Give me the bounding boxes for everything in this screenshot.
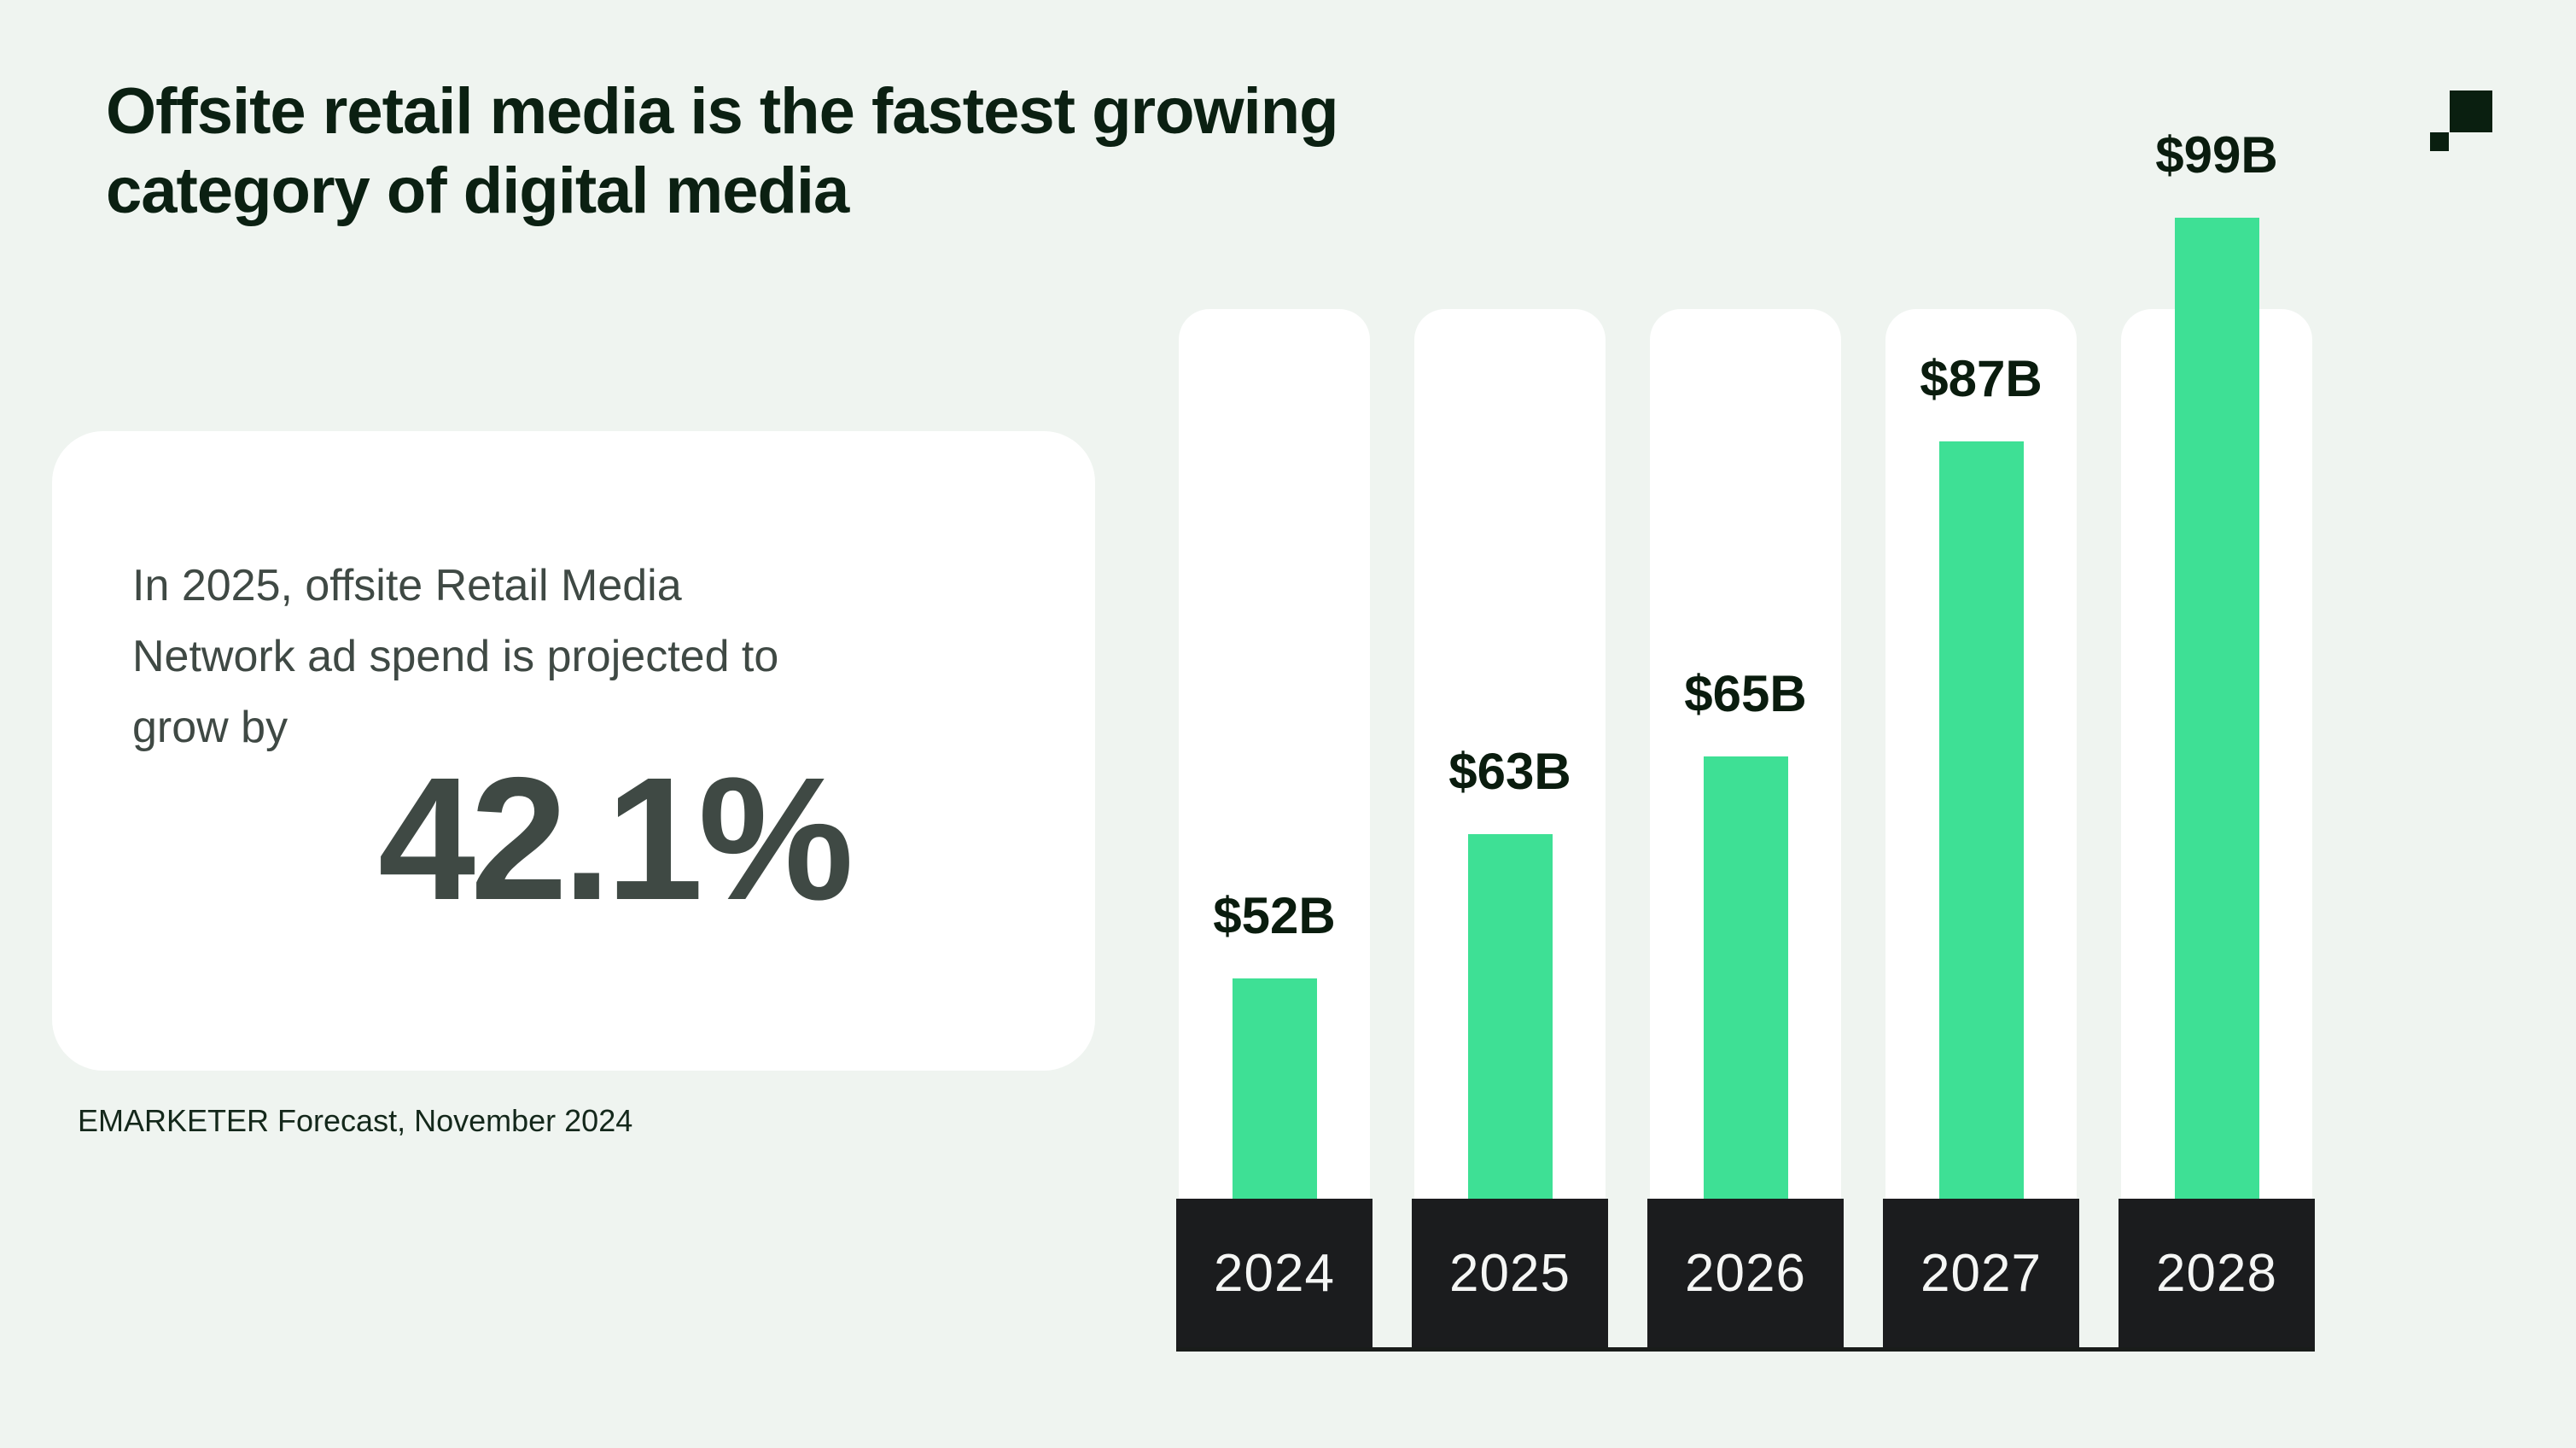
logo-small-square bbox=[2430, 132, 2449, 151]
logo-large-square bbox=[2450, 90, 2492, 132]
source-note: EMARKETER Forecast, November 2024 bbox=[78, 1103, 633, 1138]
chart-year-label: 2025 bbox=[1449, 1243, 1571, 1303]
chart-year-box: 2026 bbox=[1647, 1199, 1844, 1347]
chart-year-label: 2024 bbox=[1214, 1243, 1335, 1303]
chart-value-label: $87B bbox=[1920, 350, 2043, 407]
highlight-card: In 2025, offsite Retail Media Network ad… bbox=[52, 431, 1095, 1071]
chart-bar bbox=[1232, 978, 1317, 1199]
chart-value-label: $52B bbox=[1213, 887, 1336, 944]
chart-year-label: 2027 bbox=[1920, 1243, 2042, 1303]
highlight-text: In 2025, offsite Retail Media Network ad… bbox=[132, 561, 779, 752]
chart-value-label: $63B bbox=[1448, 743, 1571, 800]
chart-value-label: $99B bbox=[2155, 126, 2278, 184]
chart-year-label: 2028 bbox=[2156, 1243, 2277, 1303]
chart-bar bbox=[1938, 441, 2024, 1199]
chart-year-box: 2027 bbox=[1883, 1199, 2079, 1347]
page-title: Offsite retail media is the fastest grow… bbox=[106, 75, 1339, 227]
chart-year-box: 2025 bbox=[1412, 1199, 1608, 1347]
chart-year-box: 2024 bbox=[1176, 1199, 1373, 1347]
chart-value-label: $65B bbox=[1684, 665, 1807, 722]
chart-year-box: 2028 bbox=[2118, 1199, 2315, 1347]
brand-logo-icon bbox=[2430, 90, 2493, 152]
chart-axis-line bbox=[1176, 1347, 2315, 1352]
chart-bar bbox=[1467, 834, 1553, 1199]
chart-year-label: 2026 bbox=[1685, 1243, 1806, 1303]
chart-bar bbox=[2174, 218, 2259, 1199]
growth-stat: 42.1% bbox=[378, 741, 854, 937]
chart-bar bbox=[1703, 756, 1788, 1199]
